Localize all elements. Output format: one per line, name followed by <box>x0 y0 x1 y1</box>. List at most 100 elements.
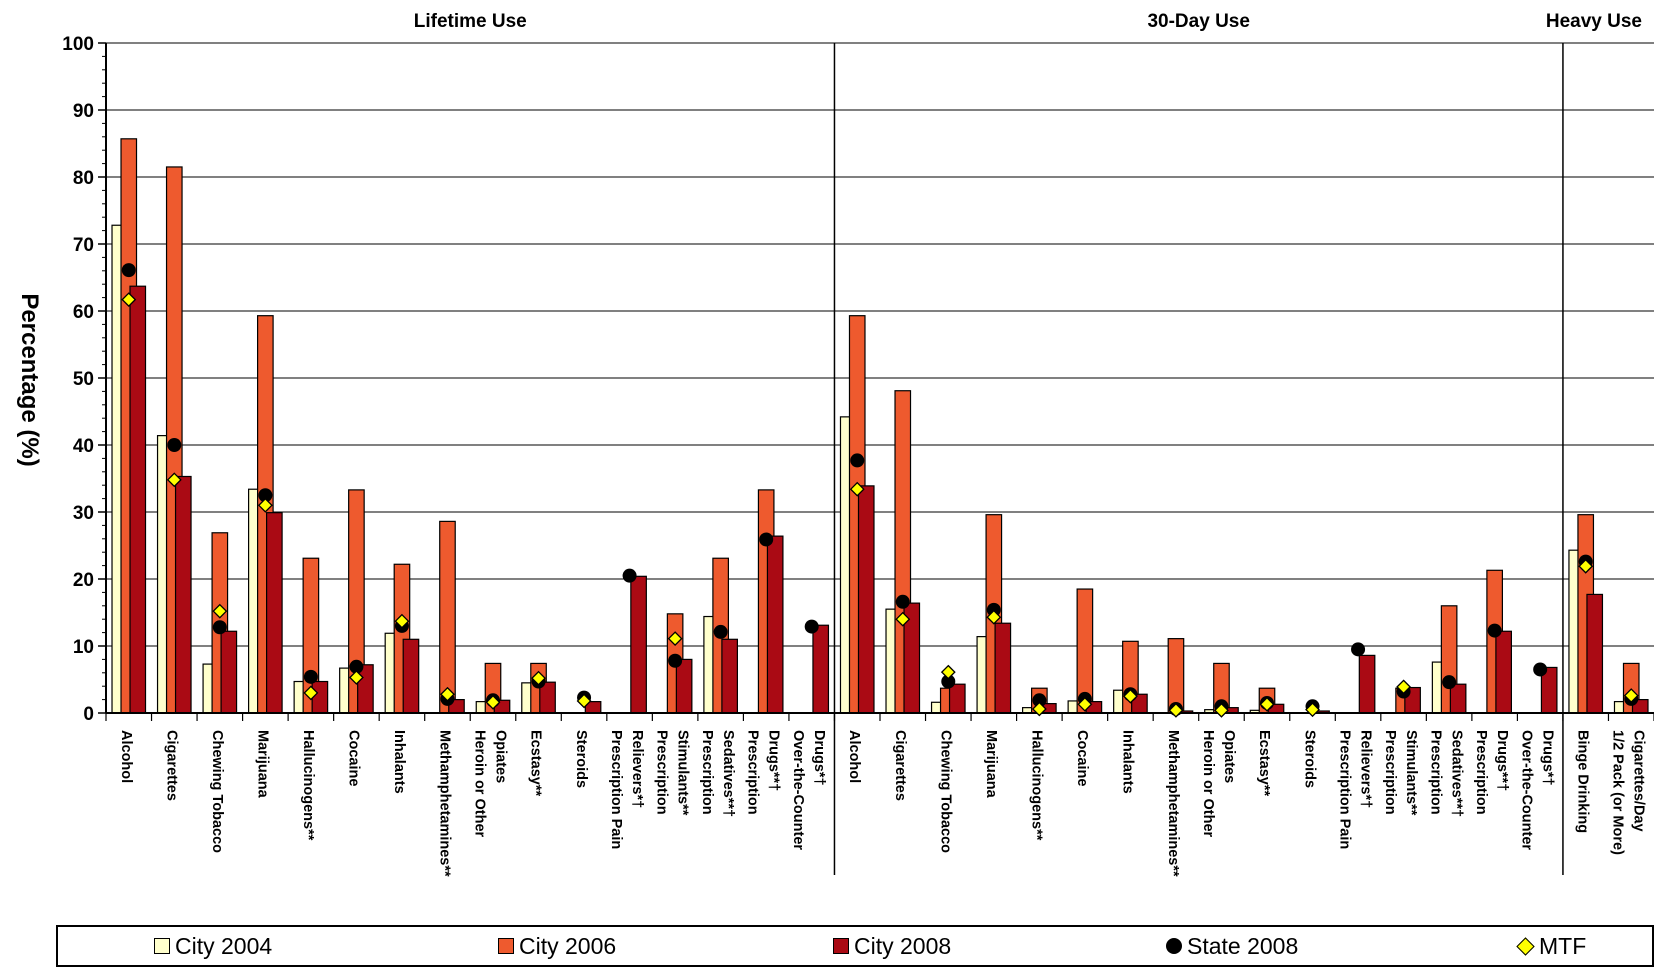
x-tick-label: Heroin or Other <box>1200 730 1216 838</box>
y-tick-label: 0 <box>83 704 94 725</box>
marker-mtf <box>1031 701 1047 717</box>
marker-mtf <box>986 609 1002 625</box>
marker-mtf <box>485 694 501 710</box>
bar-city-2008 <box>1495 630 1512 714</box>
marker-mtf <box>257 497 273 513</box>
bar-city-2008 <box>266 512 283 714</box>
marker-mtf <box>1396 679 1412 695</box>
marker-state-2008 <box>713 624 728 639</box>
y-tick-label: 30 <box>73 503 94 524</box>
x-tick-label: Heroin or Other <box>472 730 488 838</box>
bar-city-2008 <box>220 630 238 714</box>
legend-swatch-city-2006 <box>498 938 514 954</box>
bar-city-2008 <box>675 658 693 714</box>
marker-state-2008 <box>1442 675 1457 690</box>
x-tick-label: Ecstasy** <box>1256 730 1272 796</box>
marker-mtf <box>1623 688 1639 703</box>
bar-city-2008 <box>1449 683 1467 714</box>
x-tick-label: Chewing Tobacco <box>209 730 225 853</box>
x-tick-label: Prescription <box>699 730 715 815</box>
legend: City 2004 City 2006 City 2008 State 2008… <box>56 925 1654 967</box>
legend-label: City 2008 <box>854 932 952 959</box>
marker-state-2008 <box>303 669 318 684</box>
marker-mtf <box>940 664 956 680</box>
x-tick-label: Over-the-Counter <box>1519 730 1535 850</box>
x-tick-label: Prescription Pain <box>608 730 624 849</box>
x-tick-label: Hallucinogens** <box>1028 730 1044 841</box>
legend-label: City 2004 <box>175 932 273 959</box>
y-ticks: 0 10 20 30 40 50 60 70 80 90 100 <box>62 34 106 725</box>
marker-state-2008 <box>1533 662 1548 677</box>
x-tick-label: Drugs*† <box>1540 730 1556 786</box>
marker-state-2008 <box>850 453 865 468</box>
x-tick-label: Drugs**† <box>766 730 782 791</box>
x-tick-label: Alcohol <box>846 730 862 783</box>
legend-label: City 2006 <box>519 932 617 959</box>
y-tick-label: 40 <box>73 436 94 457</box>
x-tick-label: Hallucinogens** <box>300 730 316 841</box>
bar-city-2006 <box>439 520 456 714</box>
marker-state-2008 <box>1032 693 1047 708</box>
marker-state-2008 <box>1351 642 1366 657</box>
marker-mtf <box>1578 558 1594 574</box>
bar-city-2008 <box>402 638 420 714</box>
x-tick-label: Cigarettes/Day <box>1631 730 1647 832</box>
marker-mtf <box>576 693 592 709</box>
bar-city-2008 <box>812 624 830 714</box>
x-tick-label: Sedatives**† <box>720 730 736 817</box>
x-tick-label: Marijuana <box>983 730 999 799</box>
x-tick-label: Cocaine <box>1074 730 1090 786</box>
x-tick-label: Prescription <box>1382 730 1398 815</box>
x-tick-label: Inhalants <box>1119 730 1135 794</box>
marker-mtf <box>166 472 182 488</box>
legend-item-city-2008: City 2008 <box>833 927 951 965</box>
x-tick-label: Cocaine <box>345 730 361 786</box>
x-tick-label: Prescription <box>1428 730 1444 815</box>
x-tick-label: Stimulants** <box>675 730 691 816</box>
marker-mtf <box>121 292 137 308</box>
group-headers: Lifetime Use 30-Day Use Heavy Use <box>414 11 1642 875</box>
x-tick-label: Ecstasy** <box>528 730 544 796</box>
legend-marker-circle <box>1166 938 1182 954</box>
marker-state-2008 <box>804 619 819 634</box>
y-tick-label: 100 <box>62 34 94 55</box>
x-tick-label: Methamphetamines** <box>437 730 453 877</box>
marker-state-2008 <box>212 620 227 635</box>
legend-label: State 2008 <box>1187 932 1299 959</box>
bars-layer <box>111 138 1649 714</box>
marker-mtf <box>1122 688 1138 704</box>
bar-city-2006 <box>1167 638 1185 714</box>
x-tick-label: Drugs*† <box>811 730 827 786</box>
legend-marker-diamond <box>1516 936 1535 956</box>
marker-mtf <box>1259 696 1275 712</box>
x-tick-label: Chewing Tobacco <box>937 730 953 853</box>
marker-state-2008 <box>258 488 273 503</box>
y-tick-label: 90 <box>73 101 94 122</box>
x-tick-label: Cigarettes <box>163 730 179 801</box>
marker-state-2008 <box>1487 623 1502 638</box>
group-header: 30-Day Use <box>1147 11 1249 32</box>
x-tick-label: Drugs**† <box>1494 730 1510 791</box>
x-tick-label: Relievers*† <box>629 730 645 808</box>
x-tick-label: Marijuana <box>254 730 270 799</box>
x-tick-label: Relievers*† <box>1358 730 1374 808</box>
x-tick-label: Steroids <box>573 730 589 788</box>
x-tick-label: Prescription <box>654 730 670 815</box>
bar-city-2008 <box>1586 593 1604 714</box>
marker-mtf <box>667 631 683 647</box>
marker-mtf <box>212 603 228 619</box>
gridlines <box>106 42 1654 647</box>
x-tick-label: Over-the-Counter <box>790 730 806 850</box>
marker-state-2008 <box>759 532 774 547</box>
marker-state-2008 <box>941 674 956 689</box>
legend-item-mtf: MTF <box>1516 927 1586 965</box>
x-tick-label: Steroids <box>1302 730 1318 788</box>
marker-mtf <box>394 613 410 629</box>
bar-city-2008 <box>994 622 1012 714</box>
bar-city-2008 <box>1358 654 1376 714</box>
legend-swatch-city-2008 <box>833 938 849 954</box>
marker-mtf <box>348 670 364 685</box>
bar-city-2008 <box>948 683 966 714</box>
bar-city-2008 <box>311 680 329 714</box>
legend-item-city-2004: City 2004 <box>154 927 272 965</box>
